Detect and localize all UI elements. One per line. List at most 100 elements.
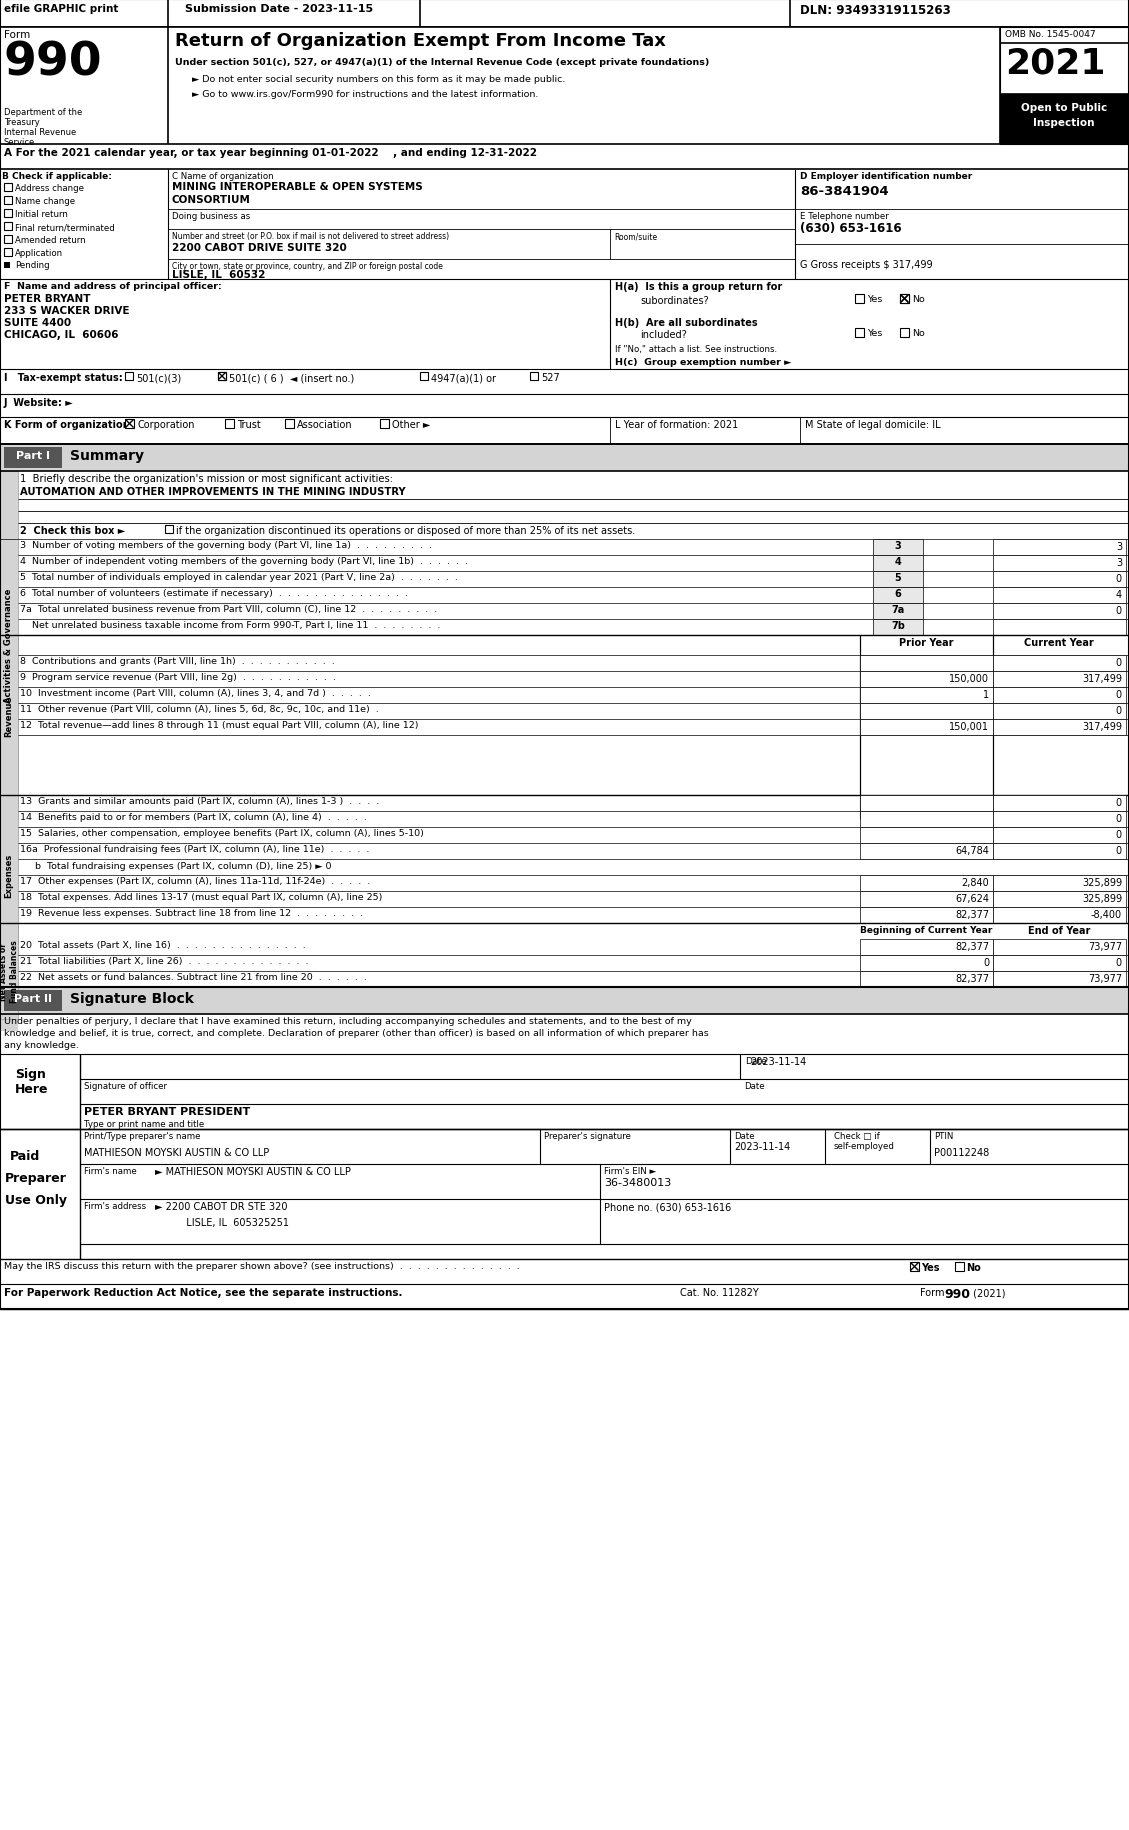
Text: b  Total fundraising expenses (Part IX, column (D), line 25) ► 0: b Total fundraising expenses (Part IX, c… bbox=[20, 862, 332, 871]
Text: No: No bbox=[912, 295, 925, 304]
Text: H(a)  Is this a group return for: H(a) Is this a group return for bbox=[615, 282, 782, 291]
Text: 0: 0 bbox=[1115, 798, 1122, 807]
Text: Form: Form bbox=[5, 29, 30, 40]
Text: Form: Form bbox=[920, 1286, 947, 1297]
Text: Check □ if: Check □ if bbox=[834, 1131, 879, 1140]
Text: 14  Benefits paid to or for members (Part IX, column (A), line 4)  .  .  .  .  .: 14 Benefits paid to or for members (Part… bbox=[20, 813, 367, 822]
Text: Firm's name: Firm's name bbox=[84, 1166, 137, 1175]
Bar bbox=[5, 183, 12, 192]
Text: Date: Date bbox=[744, 1082, 764, 1091]
Text: -8,400: -8,400 bbox=[1091, 910, 1122, 919]
Bar bbox=[0, 988, 1129, 1014]
Text: LISLE, IL  605325251: LISLE, IL 605325251 bbox=[155, 1217, 289, 1228]
Bar bbox=[860, 908, 994, 924]
Text: 4: 4 bbox=[894, 556, 901, 567]
Bar bbox=[225, 419, 234, 428]
Text: K Form of organization:: K Form of organization: bbox=[5, 419, 133, 430]
Bar bbox=[860, 703, 994, 719]
Text: 17  Other expenses (Part IX, column (A), lines 11a-11d, 11f-24e)  .  .  .  .  .: 17 Other expenses (Part IX, column (A), … bbox=[20, 877, 370, 886]
Text: 9  Program service revenue (Part VIII, line 2g)  .  .  .  .  .  .  .  .  .  .  .: 9 Program service revenue (Part VIII, li… bbox=[20, 673, 335, 681]
Text: 64,784: 64,784 bbox=[955, 845, 989, 856]
Text: Paid: Paid bbox=[10, 1149, 41, 1162]
Text: Doing business as: Doing business as bbox=[172, 212, 251, 221]
Text: OMB No. 1545-0047: OMB No. 1545-0047 bbox=[1005, 29, 1095, 38]
Text: Number and street (or P.O. box if mail is not delivered to street address): Number and street (or P.O. box if mail i… bbox=[172, 232, 449, 242]
Text: 501(c)(3): 501(c)(3) bbox=[135, 373, 182, 382]
Bar bbox=[5, 249, 12, 256]
Text: 86-3841904: 86-3841904 bbox=[800, 185, 889, 198]
Text: 0: 0 bbox=[1115, 690, 1122, 699]
Bar bbox=[994, 688, 1126, 703]
Text: 0: 0 bbox=[1115, 845, 1122, 856]
Text: Service: Service bbox=[5, 137, 35, 146]
Text: 325,899: 325,899 bbox=[1082, 878, 1122, 888]
Text: Net unrelated business taxable income from Form 990-T, Part I, line 11  .  .  . : Net unrelated business taxable income fr… bbox=[20, 620, 440, 630]
Text: 0: 0 bbox=[983, 957, 989, 968]
Bar bbox=[900, 329, 909, 339]
Text: 527: 527 bbox=[541, 373, 560, 382]
Text: May the IRS discuss this return with the preparer shown above? (see instructions: May the IRS discuss this return with the… bbox=[5, 1261, 519, 1270]
Text: 3: 3 bbox=[1115, 542, 1122, 551]
Text: 2  Check this box ►: 2 Check this box ► bbox=[20, 525, 125, 536]
Bar bbox=[910, 1263, 919, 1272]
Bar bbox=[860, 875, 994, 891]
Text: 20  Total assets (Part X, line 16)  .  .  .  .  .  .  .  .  .  .  .  .  .  .  .: 20 Total assets (Part X, line 16) . . . … bbox=[20, 941, 306, 950]
Text: 73,977: 73,977 bbox=[1088, 941, 1122, 952]
Bar bbox=[0, 445, 1129, 472]
Text: I   Tax-exempt status:: I Tax-exempt status: bbox=[5, 373, 123, 382]
Bar bbox=[5, 223, 12, 231]
Bar bbox=[0, 0, 1129, 1308]
Bar bbox=[1000, 95, 1129, 145]
Bar bbox=[5, 236, 12, 243]
Bar bbox=[380, 419, 390, 428]
Text: 22  Net assets or fund balances. Subtract line 21 from line 20  .  .  .  .  .  .: 22 Net assets or fund balances. Subtract… bbox=[20, 972, 367, 981]
Text: 13  Grants and similar amounts paid (Part IX, column (A), lines 1-3 )  .  .  .  : 13 Grants and similar amounts paid (Part… bbox=[20, 796, 379, 805]
Bar bbox=[860, 672, 994, 688]
Text: 82,377: 82,377 bbox=[955, 941, 989, 952]
Text: PTIN: PTIN bbox=[934, 1131, 953, 1140]
Text: Net Assets or
Fund Balances: Net Assets or Fund Balances bbox=[0, 941, 19, 1003]
Text: Application: Application bbox=[15, 249, 63, 258]
Text: 67,624: 67,624 bbox=[955, 893, 989, 904]
Bar bbox=[860, 719, 994, 736]
Text: Beginning of Current Year: Beginning of Current Year bbox=[860, 926, 992, 935]
Text: Signature of officer: Signature of officer bbox=[84, 1082, 167, 1091]
Text: Submission Date - 2023-11-15: Submission Date - 2023-11-15 bbox=[185, 4, 373, 15]
Bar bbox=[900, 295, 909, 304]
Text: 1: 1 bbox=[983, 690, 989, 699]
Text: 8  Contributions and grants (Part VIII, line 1h)  .  .  .  .  .  .  .  .  .  .  : 8 Contributions and grants (Part VIII, l… bbox=[20, 657, 335, 666]
Text: H(c)  Group exemption number ►: H(c) Group exemption number ► bbox=[615, 359, 791, 366]
Bar bbox=[420, 373, 428, 381]
Text: Yes: Yes bbox=[921, 1263, 939, 1272]
Text: No: No bbox=[966, 1263, 981, 1272]
Bar bbox=[994, 908, 1126, 924]
Text: Name change: Name change bbox=[15, 198, 76, 207]
Text: 5  Total number of individuals employed in calendar year 2021 (Part V, line 2a) : 5 Total number of individuals employed i… bbox=[20, 573, 458, 582]
Bar bbox=[994, 672, 1126, 688]
Bar bbox=[855, 295, 864, 304]
Text: 0: 0 bbox=[1115, 829, 1122, 840]
Text: 18  Total expenses. Add lines 13-17 (must equal Part IX, column (A), line 25): 18 Total expenses. Add lines 13-17 (must… bbox=[20, 893, 383, 902]
Text: Date: Date bbox=[734, 1131, 754, 1140]
Text: included?: included? bbox=[640, 329, 686, 340]
Text: any knowledge.: any knowledge. bbox=[5, 1041, 79, 1049]
Text: Current Year: Current Year bbox=[1024, 637, 1094, 648]
Text: No: No bbox=[912, 329, 925, 339]
Text: Here: Here bbox=[15, 1082, 49, 1096]
Text: PETER BRYANT PRESIDENT: PETER BRYANT PRESIDENT bbox=[84, 1107, 251, 1116]
Text: 36-3480013: 36-3480013 bbox=[604, 1177, 672, 1188]
Text: 3: 3 bbox=[1115, 558, 1122, 567]
Bar bbox=[0, 924, 18, 1019]
Text: Print/Type preparer's name: Print/Type preparer's name bbox=[84, 1131, 201, 1140]
Text: 1  Briefly describe the organization's mission or most significant activities:: 1 Briefly describe the organization's mi… bbox=[20, 474, 393, 483]
Text: 15  Salaries, other compensation, employee benefits (Part IX, column (A), lines : 15 Salaries, other compensation, employe… bbox=[20, 829, 423, 838]
Text: Type or print name and title: Type or print name and title bbox=[84, 1120, 204, 1129]
Text: (630) 653-1616: (630) 653-1616 bbox=[800, 221, 902, 234]
Text: 11  Other revenue (Part VIII, column (A), lines 5, 6d, 8c, 9c, 10c, and 11e)  .: 11 Other revenue (Part VIII, column (A),… bbox=[20, 705, 378, 714]
Bar bbox=[5, 448, 62, 468]
Text: J  Website: ►: J Website: ► bbox=[5, 397, 73, 408]
Text: M State of legal domicile: IL: M State of legal domicile: IL bbox=[805, 419, 940, 430]
Bar bbox=[218, 373, 226, 381]
Text: 2021: 2021 bbox=[1005, 46, 1105, 81]
Bar bbox=[994, 796, 1126, 811]
